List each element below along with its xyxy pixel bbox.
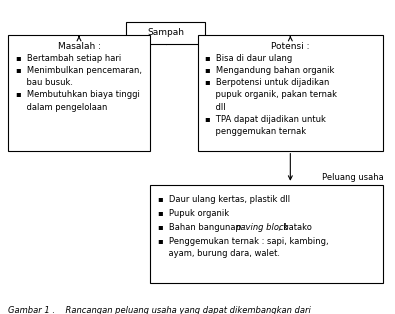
FancyBboxPatch shape <box>8 35 150 151</box>
Text: ▪  Penggemukan ternak : sapi, kambing,
    ayam, burung dara, walet.: ▪ Penggemukan ternak : sapi, kambing, ay… <box>158 237 329 258</box>
FancyBboxPatch shape <box>150 185 383 283</box>
Text: ▪  Daur ulang kertas, plastik dll: ▪ Daur ulang kertas, plastik dll <box>158 195 290 204</box>
Text: paving block: paving block <box>235 223 288 232</box>
Text: Gambar 1 .    Rancangan peluang usaha yang dapat dikembangkan dari
             : Gambar 1 . Rancangan peluang usaha yang … <box>8 306 311 314</box>
FancyBboxPatch shape <box>126 22 205 44</box>
Text: Potensi :: Potensi : <box>271 42 310 51</box>
Text: ▪  Bertambah setiap hari
▪  Menimbulkan pencemaran,
    bau busuk.
▪  Membutuhka: ▪ Bertambah setiap hari ▪ Menimbulkan pe… <box>16 54 142 111</box>
Text: ▪  Bisa di daur ulang
▪  Mengandung bahan organik
▪  Berpotensi untuk dijadikan
: ▪ Bisa di daur ulang ▪ Mengandung bahan … <box>205 54 337 136</box>
Text: Masalah :: Masalah : <box>58 42 100 51</box>
Text: , batako: , batako <box>278 223 312 232</box>
Text: ▪  Pupuk organik: ▪ Pupuk organik <box>158 209 229 218</box>
FancyBboxPatch shape <box>198 35 383 151</box>
Text: Sampah: Sampah <box>147 29 184 37</box>
Text: ▪  Bahan bangunan :: ▪ Bahan bangunan : <box>158 223 249 232</box>
Text: Peluang usaha: Peluang usaha <box>322 173 384 182</box>
